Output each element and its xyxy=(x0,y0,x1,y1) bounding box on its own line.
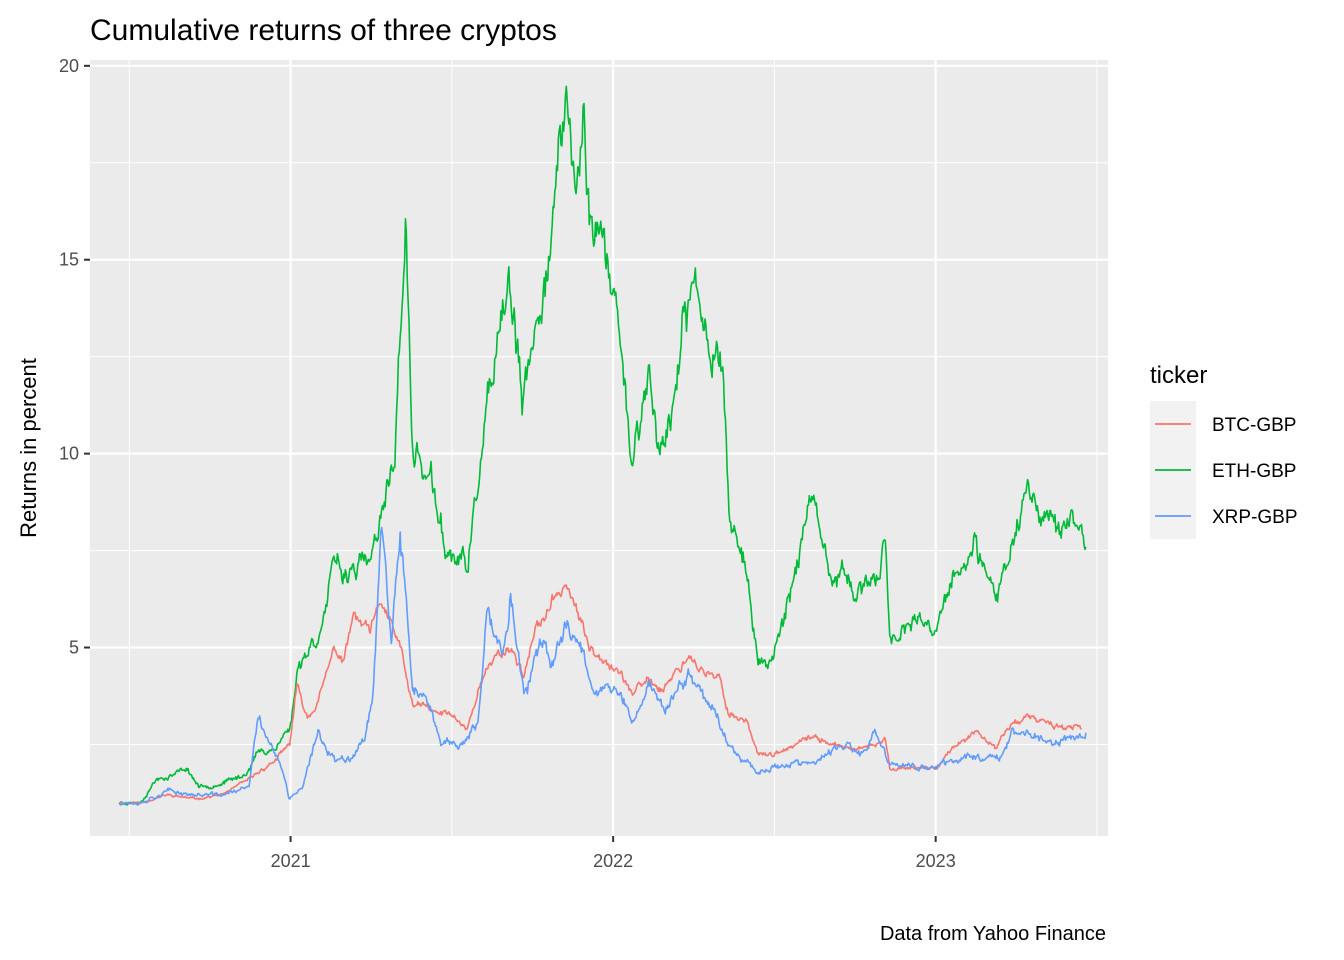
y-tick-label: 10 xyxy=(59,444,79,464)
y-axis: 5 10 15 20 xyxy=(59,56,90,658)
chart-title: Cumulative returns of three cryptos xyxy=(90,14,557,47)
minor-gridlines xyxy=(90,60,1108,836)
x-axis: 2021 2022 2023 xyxy=(271,836,956,871)
x-tick-label: 2022 xyxy=(593,851,633,871)
legend-title: ticker xyxy=(1150,362,1207,389)
series-line-xrp-gbp xyxy=(118,526,1087,806)
y-tick-label: 20 xyxy=(59,56,79,76)
y-tick-label: 15 xyxy=(59,250,79,270)
y-tick-label: 5 xyxy=(69,638,79,658)
legend: ticker BTC-GBP ETH-GBP XRP-GBP xyxy=(1150,362,1298,539)
x-tick-label: 2023 xyxy=(916,851,956,871)
x-tick-label: 2021 xyxy=(271,851,311,871)
legend-label: BTC-GBP xyxy=(1212,415,1296,436)
y-axis-title: Returns in percent xyxy=(16,358,41,538)
caption: Data from Yahoo Finance xyxy=(880,923,1106,945)
series-lines xyxy=(118,85,1087,806)
legend-label: XRP-GBP xyxy=(1212,507,1298,528)
major-gridlines xyxy=(90,60,1108,836)
series-line-eth-gbp xyxy=(118,85,1087,806)
legend-label: ETH-GBP xyxy=(1212,461,1296,482)
plot-panel xyxy=(90,60,1108,836)
